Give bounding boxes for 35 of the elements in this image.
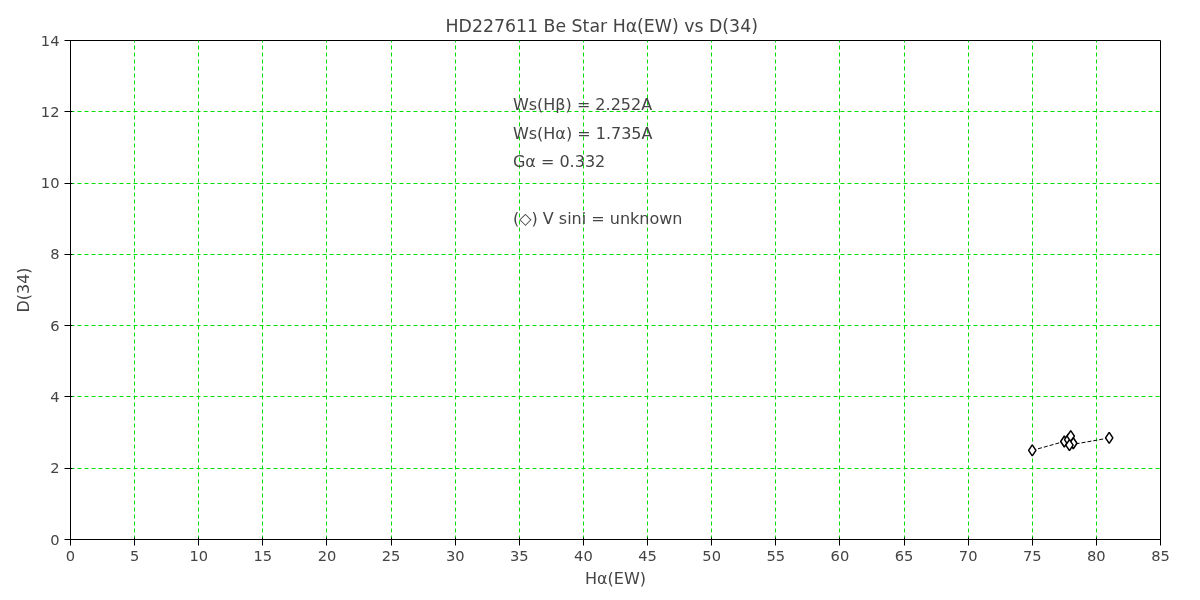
x-tick-label: 15 — [253, 546, 273, 564]
x-tick-label: 80 — [1087, 546, 1106, 564]
y-tick-label: 12 — [40, 102, 60, 120]
x-tick-label: 70 — [958, 546, 978, 564]
x-tick-label: 65 — [894, 546, 914, 564]
y-tick-label: 8 — [50, 245, 60, 263]
y-tick-label: 0 — [50, 530, 60, 548]
x-tick-label: 0 — [65, 546, 76, 564]
annotation: Ws(Hβ) = 2.252A — [512, 95, 653, 115]
x-tick-label: 35 — [510, 546, 529, 564]
x-axis-title: Hα(EW) — [585, 568, 646, 588]
y-tick-label: 14 — [40, 31, 60, 49]
point — [1027, 444, 1037, 457]
y-axis-title: D(34) — [13, 267, 33, 313]
x-tick-label: 25 — [381, 546, 401, 564]
x-tick-label: 5 — [129, 546, 140, 564]
x-tick-label: 30 — [445, 546, 465, 564]
x-tick-label: 45 — [638, 546, 657, 564]
y-tick-label: 4 — [50, 387, 60, 405]
chart-title: HD227611 Be Star Hα(EW) vs D(34) — [445, 15, 758, 36]
annotation: Gα = 0.332 — [512, 152, 606, 172]
annotation: (◇) V sini = unknown — [512, 209, 683, 229]
x-tick-label: 50 — [702, 546, 722, 564]
point — [1104, 431, 1114, 445]
x-tick-label: 85 — [1151, 546, 1170, 564]
x-tick-label: 10 — [189, 546, 209, 564]
y-tick-label: 10 — [40, 174, 60, 192]
x-tick-label: 20 — [317, 546, 337, 564]
x-tick-label: 40 — [574, 546, 593, 564]
y-tick-label: 6 — [50, 316, 60, 334]
annotation: Ws(Hα) = 1.735A — [512, 123, 653, 143]
x-tick-label: 60 — [830, 546, 850, 564]
x-tick-label: 55 — [766, 546, 786, 564]
x-tick-label: 75 — [1022, 546, 1042, 564]
y-tick-label: 2 — [50, 459, 60, 477]
